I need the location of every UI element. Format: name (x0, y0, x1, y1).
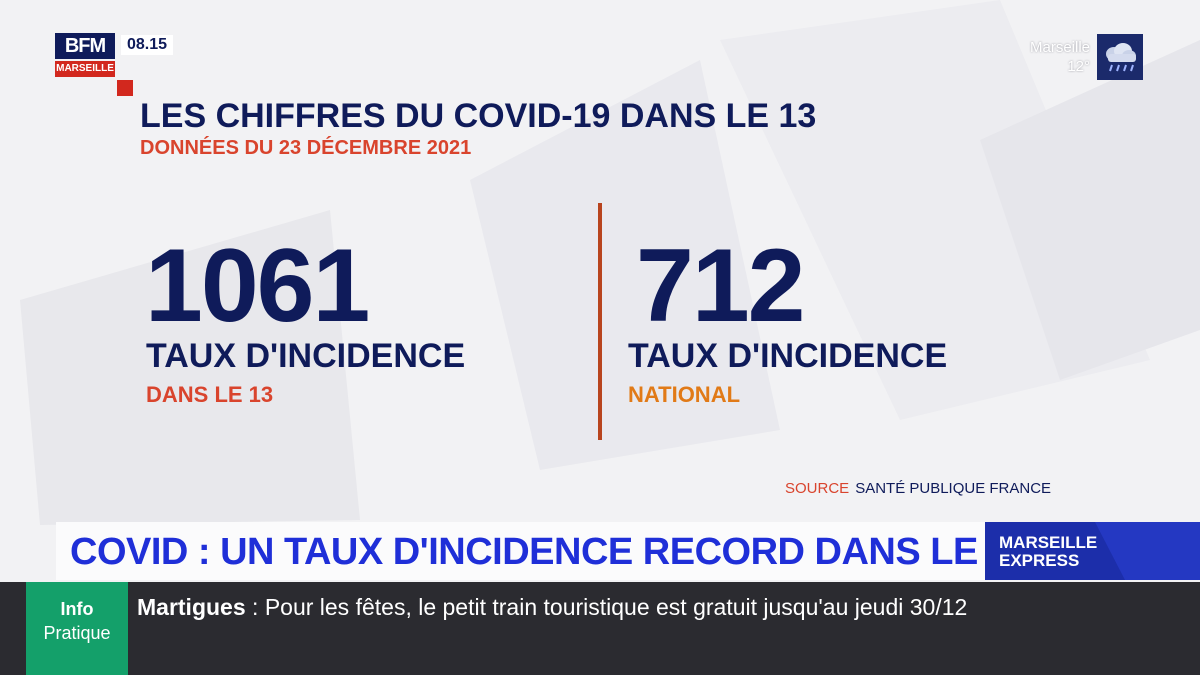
show-name: MARSEILLE EXPRESS (999, 534, 1097, 570)
stat-local-value: 1061 (145, 228, 370, 344)
infographic-subtitle: DONNÉES DU 23 DÉCEMBRE 2021 (140, 137, 472, 159)
rain-cloud-icon (1097, 34, 1143, 80)
ticker-separator: : (245, 594, 265, 620)
infographic-title: LES CHIFFRES DU COVID-19 DANS LE 13 (140, 97, 817, 135)
stat-divider (598, 203, 602, 440)
weather-temperature: 12° (1067, 58, 1090, 75)
show-name-box: MARSEILLE EXPRESS (985, 522, 1200, 580)
ticker-label-line1: Info (60, 599, 94, 619)
headline-bar (56, 522, 985, 580)
ticker-message: Pour les fêtes, le petit train touristiq… (264, 594, 968, 620)
news-ticker (0, 582, 1200, 675)
logo-bfm: BFM (55, 33, 115, 59)
headline: COVID : UN TAUX D'INCIDENCE RECORD DANS … (70, 531, 1030, 573)
stat-local-scope: DANS LE 13 (146, 382, 274, 407)
weather-city: Marseille (1029, 39, 1090, 56)
source-value: SANTÉ PUBLIQUE FRANCE (855, 480, 1052, 497)
ticker-text: Martigues : Pour les fêtes, le petit tra… (137, 592, 1177, 622)
show-name-line2: EXPRESS (999, 551, 1080, 570)
channel-logo: BFM MARSEILLE (55, 33, 115, 77)
logo-city: MARSEILLE (55, 61, 115, 77)
ticker-place: Martigues (137, 594, 246, 620)
stat-national-scope: NATIONAL (628, 382, 741, 407)
stat-local-label: TAUX D'INCIDENCE (146, 337, 466, 375)
source-credit: SOURCE SANTÉ PUBLIQUE FRANCE (785, 479, 1051, 499)
ticker-label: Info Pratique (26, 582, 128, 675)
source-label: SOURCE (785, 480, 850, 497)
ticker-label-line2: Pratique (43, 623, 111, 643)
weather-info: Marseille 12° (990, 38, 1090, 76)
clock: 08.15 (121, 35, 174, 55)
background-watermark (980, 40, 1200, 380)
stat-national-value: 712 (636, 228, 806, 344)
stat-national-label: TAUX D'INCIDENCE (628, 337, 948, 375)
accent-square (117, 80, 133, 96)
show-name-line1: MARSEILLE (999, 533, 1098, 552)
